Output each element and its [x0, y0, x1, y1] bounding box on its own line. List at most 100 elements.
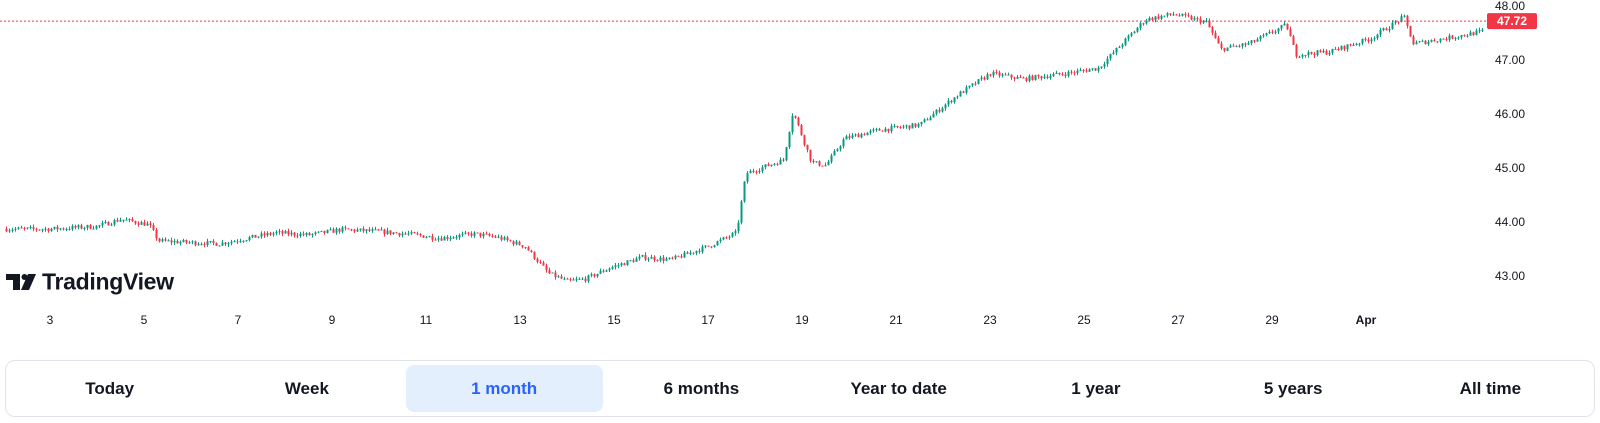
range-button-1-month[interactable]: 1 month: [405, 365, 603, 412]
candle-body: [857, 134, 860, 138]
candle-body: [629, 260, 632, 262]
candle-body: [353, 229, 356, 232]
range-button-week[interactable]: Week: [208, 365, 405, 412]
y-tick-label: 47.00: [1495, 53, 1525, 67]
range-button-6-months[interactable]: 6 months: [603, 365, 800, 412]
candle-body: [362, 228, 365, 232]
candle-body: [707, 245, 710, 247]
candle-body: [863, 134, 866, 136]
candle-body: [320, 230, 323, 232]
candle-body: [161, 239, 164, 242]
candle-body: [611, 267, 614, 269]
candle-body: [1076, 70, 1079, 73]
candle-body: [578, 278, 581, 280]
candle-body: [497, 236, 500, 238]
candle-body: [272, 233, 275, 235]
candle-body: [332, 229, 335, 233]
candle-body: [656, 260, 659, 262]
candle-body: [524, 247, 527, 249]
candle-body: [224, 242, 227, 245]
candle-body: [71, 226, 74, 230]
candle-body: [401, 233, 404, 236]
candle-body: [344, 227, 347, 229]
candle-body: [1304, 55, 1307, 56]
candle-body: [20, 227, 23, 229]
candle-body: [623, 263, 626, 266]
candle-body: [1280, 25, 1283, 29]
candle-body: [1079, 70, 1082, 72]
candle-body: [587, 275, 590, 282]
candle-body: [1301, 55, 1304, 57]
candle-body: [794, 115, 797, 118]
candle-body: [1400, 16, 1403, 22]
candle-body: [203, 244, 206, 246]
candle-body: [554, 272, 557, 278]
candle-body: [440, 238, 443, 241]
candle-body: [14, 228, 17, 230]
candle-body: [314, 232, 317, 234]
candle-body: [1325, 50, 1328, 55]
candle-body: [728, 236, 731, 238]
candle-body: [1130, 33, 1133, 36]
candle-body: [617, 265, 620, 267]
candle-body: [143, 222, 146, 226]
candle-body: [821, 165, 824, 167]
candle-body: [1148, 17, 1151, 21]
candle-body: [485, 233, 488, 235]
candle-body: [350, 229, 353, 231]
candle-body: [464, 232, 467, 234]
tradingview-logo[interactable]: TradingView: [6, 269, 174, 295]
candle-body: [137, 223, 140, 225]
candle-body: [875, 128, 878, 130]
candle-body: [188, 242, 191, 244]
candle-body: [122, 219, 125, 221]
candle-body: [575, 279, 578, 281]
candle-body: [1313, 53, 1316, 56]
price-chart[interactable]: 48.00 47.00 46.00 45.00 44.00 43.00 3 5 7 9 11 13 1…: [0, 0, 1600, 345]
candle-body: [107, 221, 110, 226]
candle-body: [380, 229, 383, 231]
candle-body: [950, 100, 953, 103]
candle-body: [68, 228, 71, 230]
candle-body: [212, 241, 215, 243]
x-tick-label: Apr: [1356, 313, 1377, 327]
candle-body: [437, 238, 440, 240]
candle-body: [797, 117, 800, 126]
candle-body: [758, 171, 761, 172]
candle-body: [509, 240, 512, 242]
candle-body: [548, 270, 551, 274]
candle-body: [770, 164, 773, 166]
candle-body: [1127, 35, 1130, 39]
candle-body: [488, 233, 491, 236]
candle-body: [1139, 23, 1142, 28]
candle-body: [701, 246, 704, 252]
candle-body: [881, 130, 884, 132]
candle-body: [659, 257, 662, 261]
candle-body: [761, 167, 764, 171]
candle-body: [1073, 72, 1076, 74]
candle-body: [584, 278, 587, 282]
range-button-all-time[interactable]: All time: [1392, 365, 1589, 412]
candle-body: [689, 252, 692, 254]
candle-body: [1160, 16, 1163, 19]
range-button-5-years[interactable]: 5 years: [1195, 365, 1392, 412]
last-price-badge: 47.72: [1487, 13, 1537, 30]
candle-body: [446, 237, 449, 239]
candle-body: [1220, 43, 1223, 49]
candle-body: [608, 268, 611, 271]
candle-body: [1310, 52, 1313, 54]
candle-body: [395, 232, 398, 234]
time-range-selector: Today Week 1 month 6 months Year to date 1 ye…: [5, 360, 1595, 417]
candle-body: [974, 83, 977, 85]
candle-body: [1433, 40, 1436, 42]
candle-body: [1397, 21, 1400, 23]
range-button-1-year[interactable]: 1 year: [997, 365, 1194, 412]
candle-body: [293, 232, 296, 236]
range-button-today[interactable]: Today: [11, 365, 208, 412]
candle-body: [32, 227, 35, 229]
candle-body: [557, 276, 560, 278]
candle-body: [104, 221, 107, 223]
candle-body: [1193, 18, 1196, 20]
range-button-year-to-date[interactable]: Year to date: [800, 365, 997, 412]
candle-body: [1118, 46, 1121, 48]
